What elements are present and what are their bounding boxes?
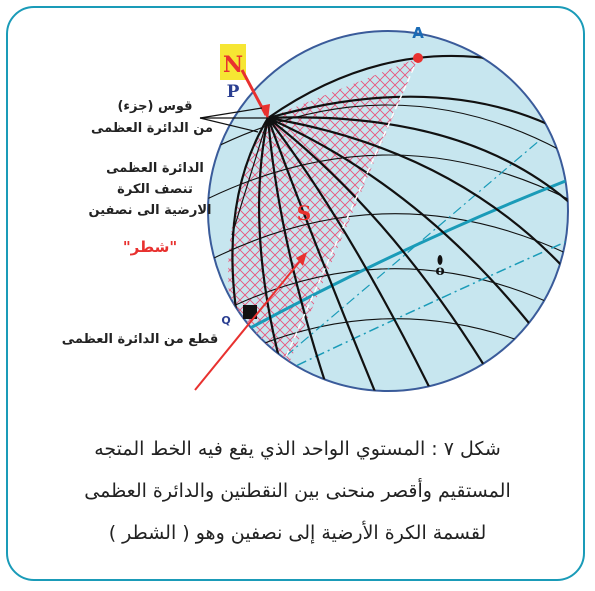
annotation-hemisphere: "شطر" [123, 238, 177, 256]
label-q: Q [221, 314, 230, 327]
label-o: o [435, 263, 444, 279]
figure-caption: شكل ٧ : المستوي الواحد الذي يقع فيه الخط… [40, 428, 555, 554]
section-arrowhead [296, 252, 307, 266]
caption-line-3: لقسمة الكرة الأرضية إلى نصفين وهو ( الشط… [108, 522, 487, 544]
section-arrow [194, 254, 306, 391]
label-p: P [227, 82, 240, 102]
annotation-arc-line2: من الدائرة العظمى [91, 121, 213, 136]
annotation-pointers [199, 107, 269, 236]
point-a [413, 53, 423, 63]
annotation-arc-line1: قوس (جزء) [117, 99, 192, 114]
n-arrowhead [260, 104, 270, 120]
annotation-gc-line2: تنصف الكرة [117, 182, 193, 197]
caption-line-1: شكل ٧ : المستوي الواحد الذي يقع فيه الخط… [94, 438, 501, 460]
great-circle-line [257, 57, 419, 391]
latitude-lines [208, 104, 568, 361]
annotation-gc-line3: الارضية الى نصفين [89, 203, 212, 218]
annotation-gc-line1: الدائرة العظمى [106, 161, 204, 176]
label-s: S [297, 201, 311, 225]
point-o [437, 255, 443, 265]
meridian-lines [231, 54, 568, 391]
label-n-box [220, 44, 246, 80]
annotation-section: قطع من الدائرة العظمى [62, 332, 219, 347]
dash-dot-line-2 [239, 139, 541, 391]
label-n: N [223, 52, 243, 78]
point-q [243, 305, 257, 319]
equator-line [209, 178, 568, 352]
caption-line-2: المستقيم وأقصر منحنى بين النقطتين والدائ… [84, 480, 511, 502]
hemisphere-region [228, 58, 418, 391]
label-a: A [412, 24, 424, 42]
